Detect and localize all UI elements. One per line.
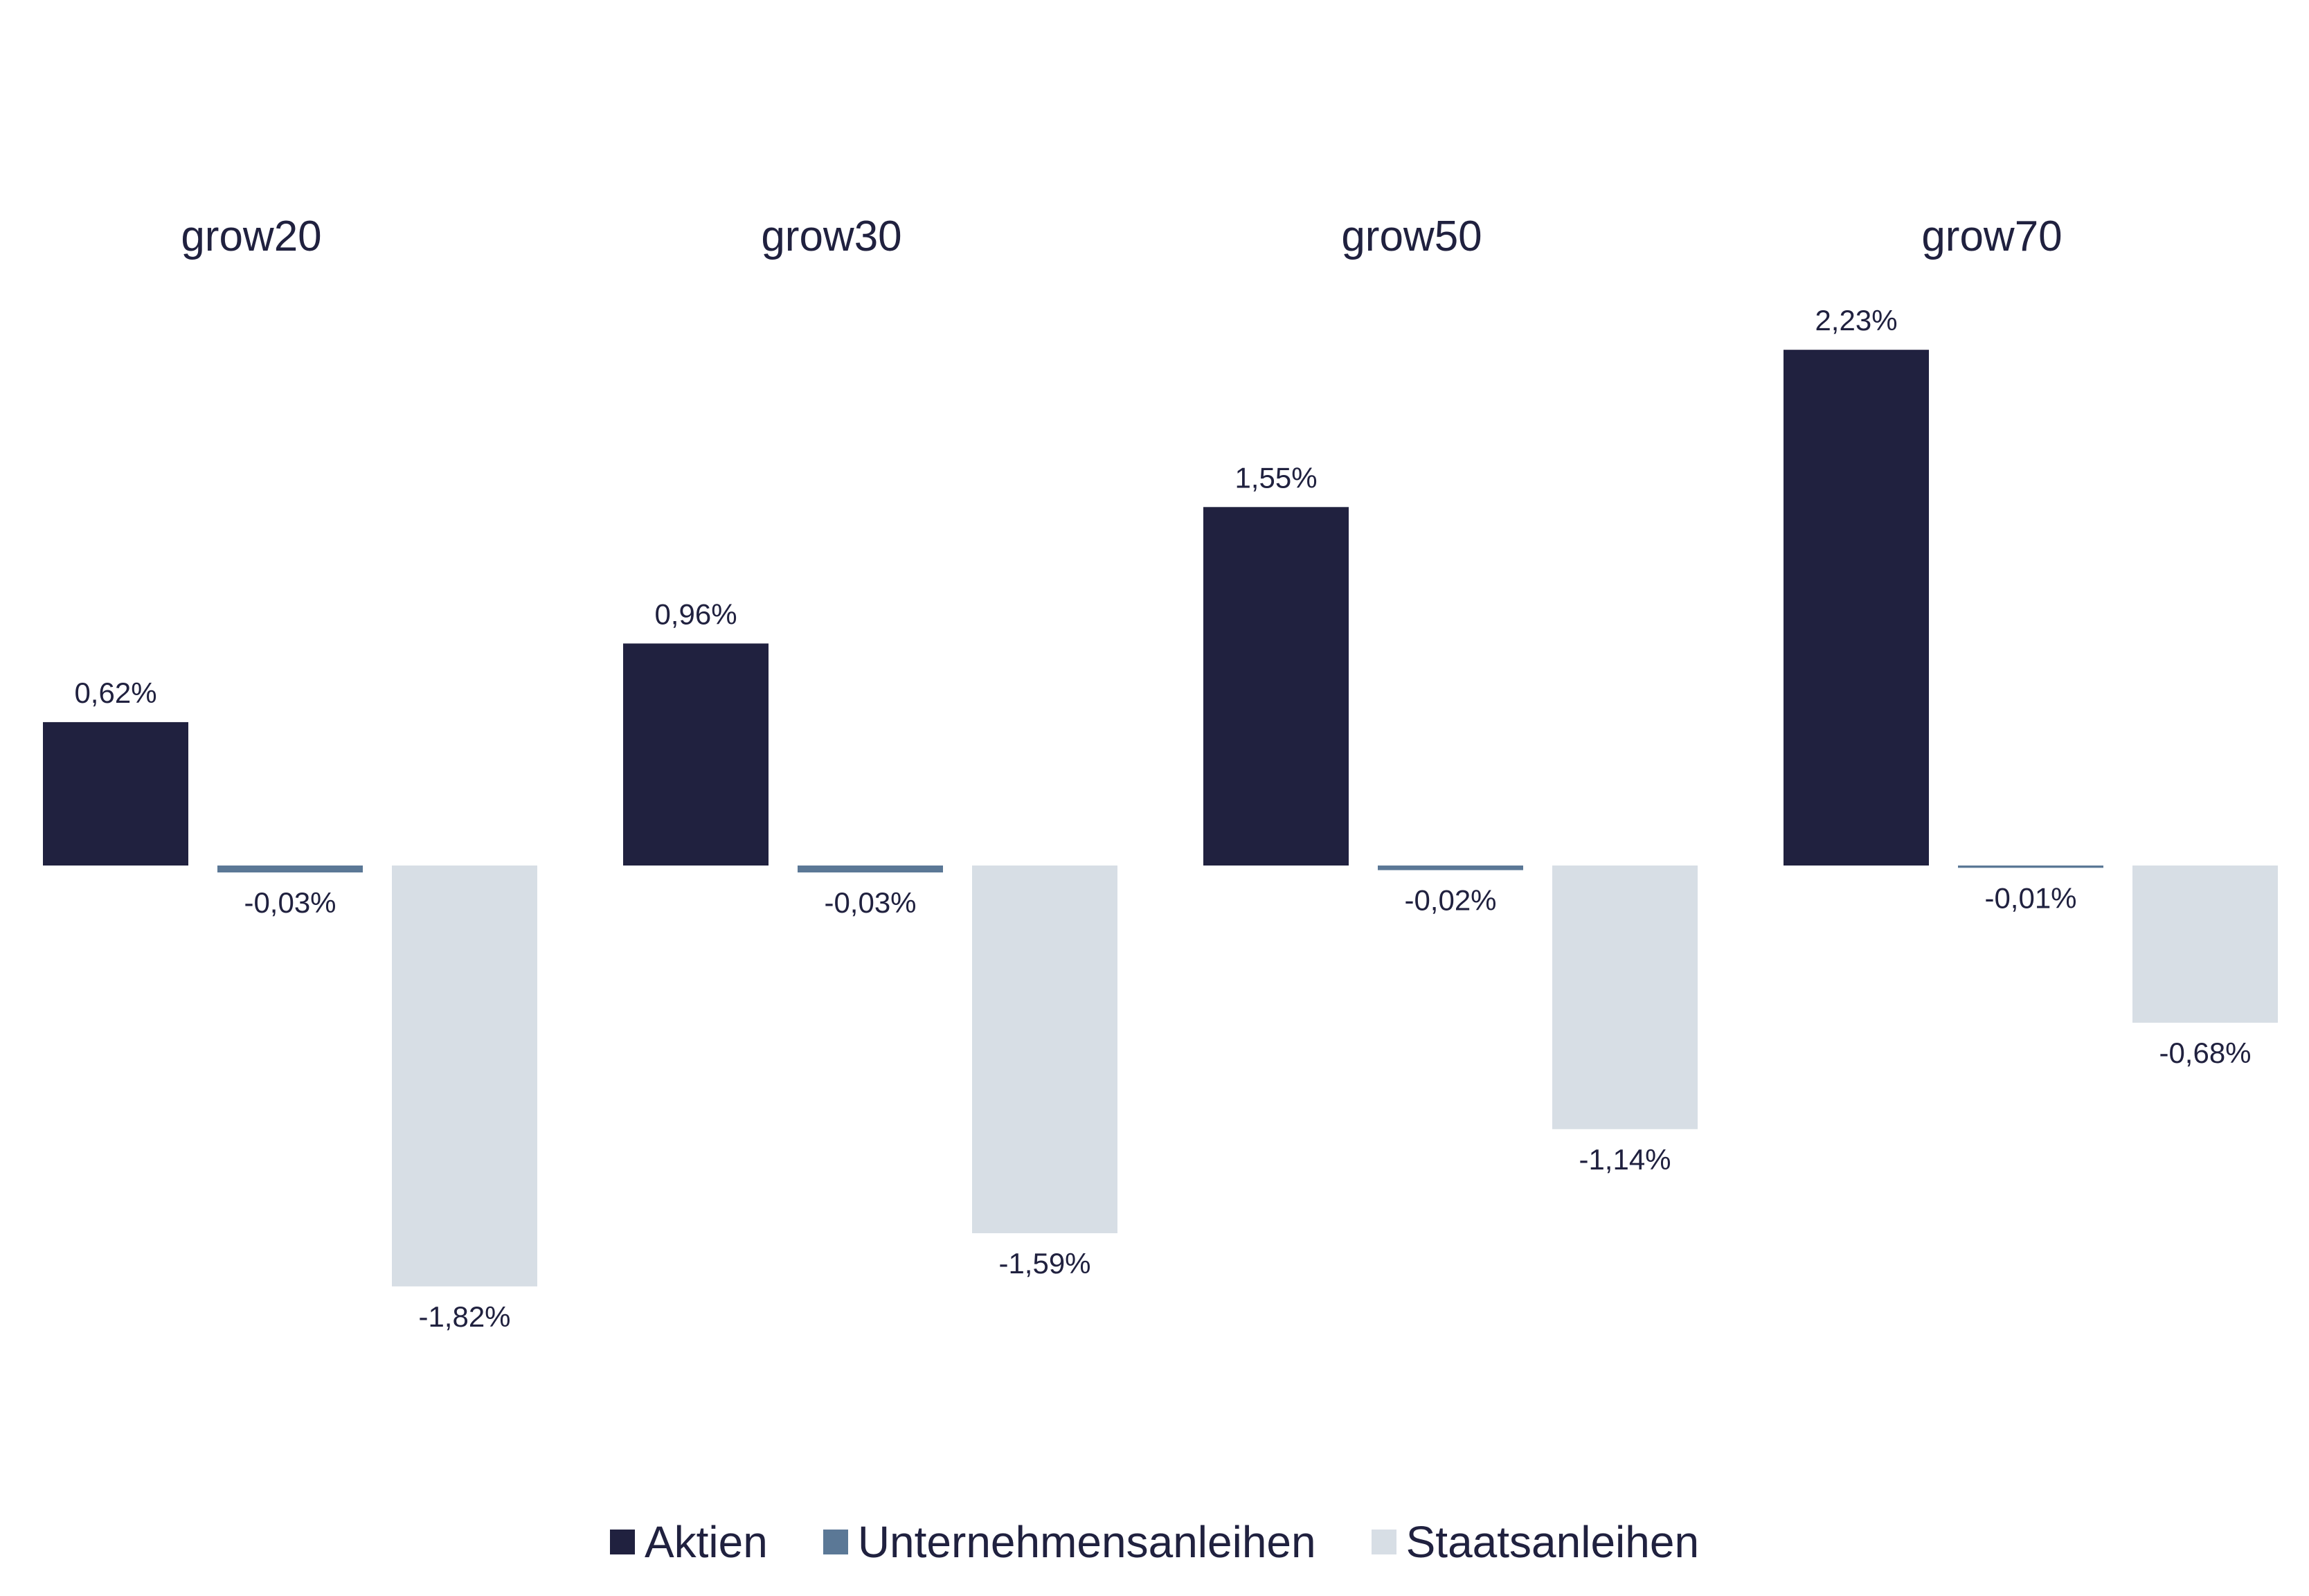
group-title-grow30: grow30 [761, 213, 901, 260]
data-label-unternehmensanleihen-grow20: -0,03% [244, 886, 336, 919]
data-label-unternehmensanleihen-grow50: -0,02% [1404, 884, 1496, 917]
data-label-aktien-grow30: 0,96% [654, 598, 737, 630]
legend-label-staatsanleihen: Staatsanleihen [1405, 1517, 1700, 1567]
legend-item-aktien: Aktien [609, 1516, 768, 1568]
bar-staatsanleihen-grow30 [972, 866, 1117, 1234]
data-label-aktien-grow50: 1,55% [1234, 461, 1317, 494]
legend-item-unternehmensanleihen: Unternehmensanleihen [823, 1516, 1316, 1568]
bar-staatsanleihen-grow70 [2132, 866, 2278, 1023]
bar-aktien-grow20 [43, 721, 188, 866]
data-label-unternehmensanleihen-grow30: -0,03% [824, 886, 916, 919]
bars [43, 350, 2278, 1286]
group-title-grow70: grow70 [1921, 213, 2062, 260]
group-title-grow50: grow50 [1341, 213, 1482, 260]
data-label-aktien-grow70: 2,23% [1815, 304, 1897, 337]
legend-swatch-staatsanleihen [1371, 1530, 1396, 1554]
bar-unternehmensanleihen-grow70 [1958, 866, 2103, 868]
data-label-aktien-grow20: 0,62% [74, 676, 156, 709]
legend-swatch-aktien [609, 1530, 635, 1554]
data-labels: 0,62% -0,03% -1,82% 0,96% -0,03% -1,59% 1,55% -… [74, 304, 2251, 1333]
bar-aktien-grow70 [1784, 350, 1929, 866]
bar-staatsanleihen-grow50 [1552, 866, 1698, 1129]
legend-label-unternehmensanleihen: Unternehmensanleihen [857, 1517, 1316, 1567]
data-label-staatsanleihen-grow20: -1,82% [418, 1300, 510, 1333]
legend: Aktien Unternehmensanleihen Staatsanleih… [0, 1516, 2309, 1568]
bar-aktien-grow50 [1203, 507, 1349, 866]
bar-staatsanleihen-grow20 [392, 866, 537, 1286]
legend-label-aktien: Aktien [644, 1517, 768, 1567]
data-label-unternehmensanleihen-grow70: -0,01% [1984, 881, 2076, 914]
legend-swatch-unternehmensanleihen [823, 1530, 848, 1554]
bar-unternehmensanleihen-grow30 [798, 866, 943, 873]
bar-unternehmensanleihen-grow20 [217, 866, 363, 873]
group-title-grow20: grow20 [181, 213, 321, 260]
group-titles: grow20 grow30 grow50 grow70 [181, 213, 2062, 260]
data-label-staatsanleihen-grow50: -1,14% [1579, 1143, 1671, 1176]
bar-unternehmensanleihen-grow50 [1378, 866, 1523, 870]
legend-item-staatsanleihen: Staatsanleihen [1371, 1516, 1700, 1568]
data-label-staatsanleihen-grow30: -1,59% [998, 1247, 1090, 1280]
bar-aktien-grow30 [623, 643, 769, 866]
data-label-staatsanleihen-grow70: -0,68% [2159, 1037, 2251, 1069]
